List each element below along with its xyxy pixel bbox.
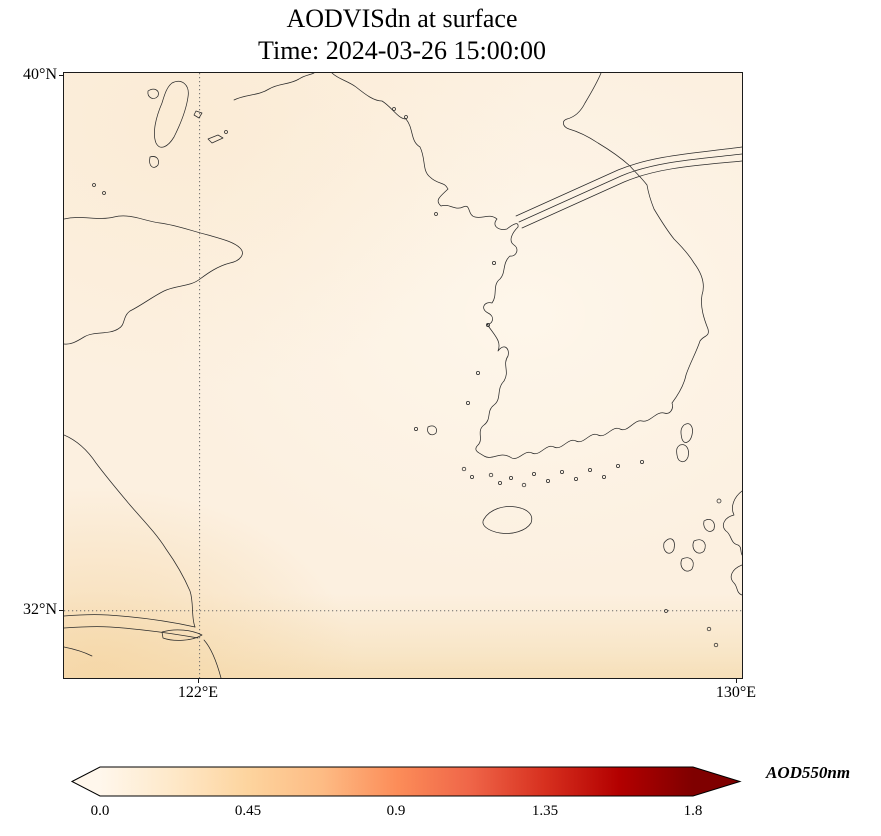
colorbar-tick-4: 1.8 xyxy=(683,803,703,819)
island-goto-4 xyxy=(663,538,675,554)
ytickmark-40n xyxy=(59,75,63,76)
plot-title-line1: AODVISdn at surface xyxy=(286,4,518,33)
island-small-3 xyxy=(193,110,203,119)
gridlines xyxy=(64,73,742,678)
xtickmark-122e xyxy=(198,679,199,683)
colorbar-tick-3: 1.35 xyxy=(531,803,559,819)
island-tsushima-south xyxy=(676,444,689,462)
yangtze-south-bank xyxy=(64,626,199,639)
river-line-2 xyxy=(518,153,742,223)
island-goto-1 xyxy=(703,519,715,532)
island-jeju xyxy=(482,506,533,534)
colorbar-tick-2: 0.9 xyxy=(386,803,406,819)
xtickmark-130e xyxy=(736,679,737,683)
coastline-kyushu-1 xyxy=(723,490,742,556)
plot-title: AODVISdn at surface Time: 2024-03-26 15:… xyxy=(63,3,741,67)
colorbar-arrow-bar xyxy=(70,766,742,797)
plot-title-line2: Time: 2024-03-26 15:00:00 xyxy=(258,36,546,65)
island-heuksan xyxy=(427,425,437,436)
colorbar-label: AOD550nm xyxy=(766,763,851,782)
map-axes xyxy=(63,72,743,679)
island-goto-2 xyxy=(692,539,706,554)
ytick-40n: 40°N xyxy=(23,66,57,83)
island-small-1 xyxy=(149,156,159,168)
coastline-korea xyxy=(331,73,709,459)
river-line-3 xyxy=(521,160,742,229)
coastline-liaodong xyxy=(233,73,315,101)
colorbar-gradient xyxy=(70,766,742,797)
colorbar xyxy=(70,766,742,797)
coastline-shanghai xyxy=(203,639,222,678)
coastlines xyxy=(64,73,742,678)
colorbar-tick-1: 0.45 xyxy=(234,803,262,819)
island-liaodong-tip xyxy=(154,81,189,148)
colorbar-tick-0: 0.0 xyxy=(90,803,110,819)
coastline-jiangsu xyxy=(64,434,196,628)
island-tsushima-north xyxy=(680,423,693,443)
xtick-130e: 130°E xyxy=(715,684,757,701)
ytickmark-32n xyxy=(59,610,63,611)
map-canvas xyxy=(64,73,742,678)
island-goto-3 xyxy=(680,557,694,572)
yangtze-north-bank xyxy=(64,614,196,628)
coastline-kyushu-2 xyxy=(730,564,742,596)
island-changshan xyxy=(207,134,224,144)
island-chongming xyxy=(161,629,203,641)
river-line-1 xyxy=(515,146,742,217)
coastline-shandong xyxy=(64,215,243,345)
island-small-2 xyxy=(147,88,159,99)
xtick-122e: 122°E xyxy=(177,684,219,701)
ytick-32n: 32°N xyxy=(23,601,57,618)
small-islands xyxy=(92,107,722,648)
coastline-bottom-left xyxy=(64,646,93,657)
